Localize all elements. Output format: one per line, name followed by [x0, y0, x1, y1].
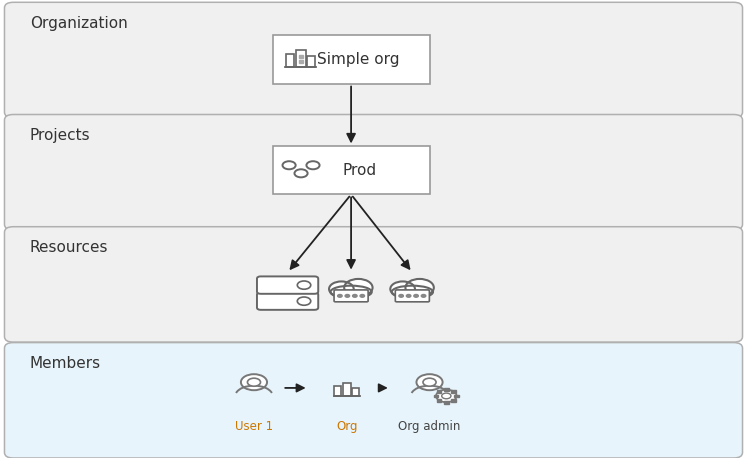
- Bar: [437, 399, 441, 402]
- FancyBboxPatch shape: [286, 54, 294, 66]
- FancyBboxPatch shape: [273, 147, 430, 194]
- FancyBboxPatch shape: [257, 293, 318, 310]
- Circle shape: [391, 281, 415, 297]
- Bar: [451, 399, 456, 402]
- Bar: [300, 60, 303, 63]
- Circle shape: [345, 294, 350, 297]
- Text: Simple org: Simple org: [317, 52, 400, 67]
- FancyBboxPatch shape: [257, 277, 318, 294]
- Circle shape: [306, 161, 320, 169]
- Circle shape: [406, 279, 434, 296]
- Ellipse shape: [391, 286, 433, 298]
- FancyBboxPatch shape: [335, 387, 341, 396]
- Circle shape: [436, 390, 456, 402]
- Text: Org: Org: [337, 420, 358, 433]
- FancyBboxPatch shape: [273, 36, 430, 83]
- Circle shape: [353, 294, 357, 297]
- Bar: [437, 390, 441, 393]
- Bar: [454, 394, 459, 397]
- Text: Org admin: Org admin: [398, 420, 461, 433]
- FancyBboxPatch shape: [307, 56, 314, 66]
- Circle shape: [282, 161, 296, 169]
- Circle shape: [241, 374, 267, 390]
- Circle shape: [294, 169, 308, 177]
- Bar: [451, 390, 456, 393]
- FancyBboxPatch shape: [4, 114, 743, 230]
- Circle shape: [414, 294, 418, 297]
- Text: Organization: Organization: [30, 16, 128, 31]
- FancyBboxPatch shape: [4, 2, 743, 118]
- Text: Resources: Resources: [30, 240, 108, 256]
- Circle shape: [247, 378, 261, 386]
- Text: Members: Members: [30, 356, 101, 371]
- Circle shape: [297, 281, 311, 289]
- FancyBboxPatch shape: [344, 383, 351, 396]
- Circle shape: [416, 374, 442, 390]
- Circle shape: [441, 393, 451, 399]
- Circle shape: [338, 294, 342, 297]
- FancyBboxPatch shape: [334, 290, 368, 302]
- Text: Projects: Projects: [30, 128, 90, 143]
- FancyBboxPatch shape: [395, 290, 430, 302]
- FancyBboxPatch shape: [353, 388, 359, 396]
- Bar: [300, 55, 303, 58]
- Circle shape: [406, 294, 411, 297]
- Circle shape: [360, 294, 365, 297]
- Circle shape: [421, 294, 426, 297]
- Bar: [444, 401, 448, 403]
- Circle shape: [344, 279, 373, 296]
- FancyBboxPatch shape: [4, 227, 743, 342]
- Text: Prod: Prod: [343, 163, 377, 178]
- Text: User 1: User 1: [235, 420, 273, 433]
- Bar: [444, 388, 448, 391]
- Circle shape: [399, 294, 403, 297]
- FancyBboxPatch shape: [4, 343, 743, 458]
- Circle shape: [297, 297, 311, 305]
- Circle shape: [423, 378, 436, 386]
- FancyBboxPatch shape: [297, 50, 306, 66]
- Ellipse shape: [330, 286, 372, 298]
- Bar: [434, 394, 438, 397]
- Circle shape: [329, 281, 353, 297]
